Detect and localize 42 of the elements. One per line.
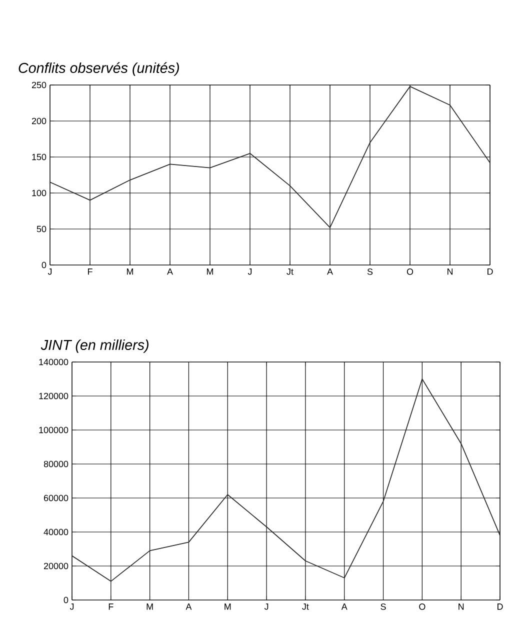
x-tick-label: M [127,268,133,275]
y-tick-label: 150 [32,154,46,160]
x-tick-label: F [88,268,92,275]
y-tick-label: 0 [64,596,68,604]
x-tick-label: A [341,604,348,610]
chart-title: JINT (en milliers) [40,339,148,353]
x-tick-label: J [70,604,74,610]
line-series [50,86,490,228]
y-tick-label: 40000 [44,528,68,536]
x-tick-label: O [419,604,426,610]
y-tick-label: 0 [42,262,46,268]
y-tick-label: 80000 [44,460,68,468]
x-tick-label: Jt [302,604,309,610]
y-tick-label: 50 [36,226,46,232]
y-tick-label: 140000 [39,358,68,366]
chart-title: Conflits observés (unités) [18,62,179,76]
x-tick-label: M [207,268,213,275]
x-tick-label: N [448,268,453,275]
y-tick-label: 60000 [44,494,68,502]
line-series [72,378,500,582]
y-tick-label: 20000 [44,562,68,570]
y-tick-label: 200 [32,118,46,124]
x-tick-label: J [264,604,268,610]
y-tick-label: 120000 [39,392,68,400]
x-tick-label: S [380,604,386,610]
x-tick-label: D [498,604,503,610]
y-tick-label: 100000 [39,426,68,434]
x-tick-label: A [186,604,192,610]
x-tick-label: N [458,604,464,610]
x-tick-label: O [406,268,414,275]
x-tick-label: A [167,268,173,275]
y-tick-label: 250 [32,82,46,88]
x-tick-label: D [488,268,493,275]
x-tick-label: M [146,604,153,610]
x-tick-label: J [248,268,252,275]
x-tick-label: A [327,268,333,275]
x-tick-label: S [367,268,373,275]
x-tick-label: F [108,604,114,610]
x-tick-label: Jt [286,268,294,275]
x-tick-label: J [48,268,52,275]
x-tick-label: M [224,604,231,610]
y-tick-label: 100 [32,190,46,196]
